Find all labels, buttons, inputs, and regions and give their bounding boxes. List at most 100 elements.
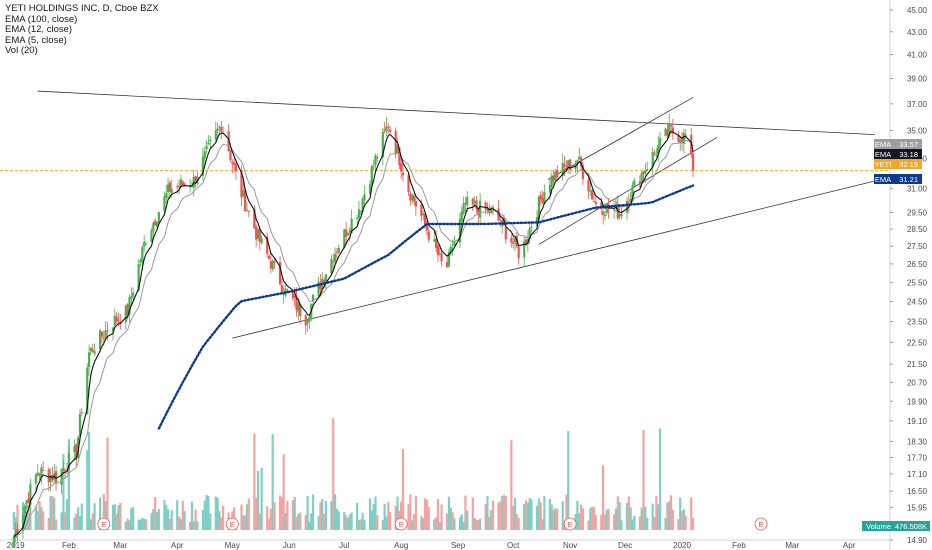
price-tag-label: EMA (875, 175, 891, 184)
candle-body (102, 337, 105, 339)
volume-bar (267, 518, 271, 530)
candle-body (409, 193, 412, 201)
volume-bar (579, 504, 583, 530)
earnings-marker: E (394, 517, 408, 531)
volume-bar (34, 506, 37, 530)
candle-body (460, 211, 463, 222)
volume-bar (176, 500, 179, 530)
x-tick-label: Feb (732, 541, 746, 550)
candle-body (319, 283, 322, 290)
volume-bar (539, 502, 542, 530)
y-tick-label: 37.00 (907, 100, 928, 109)
candle-body (29, 484, 32, 505)
price-tag: YETI 32.19 (874, 159, 922, 169)
volume-bar (67, 439, 71, 530)
y-tick-label: 22.50 (907, 338, 928, 347)
volume-bar (592, 506, 596, 530)
volume-bar (247, 498, 250, 530)
candle-body (25, 500, 28, 505)
candle-body (471, 198, 474, 205)
volume-bar (343, 511, 346, 530)
ema12-line (13, 130, 694, 538)
volume-bar (425, 499, 428, 530)
volume-bar (383, 504, 386, 530)
candle-body (658, 137, 662, 146)
volume-bar (350, 512, 353, 530)
volume-bar (666, 502, 669, 530)
candle-body (394, 130, 397, 154)
candle-body (73, 446, 76, 453)
volume-bar (679, 497, 682, 530)
volume-bar (337, 511, 340, 530)
price-tag-label-bg (874, 149, 892, 159)
volume-bar (451, 512, 454, 530)
candle-body (427, 231, 430, 240)
candle-body (462, 203, 465, 214)
volume-bar (401, 448, 405, 530)
volume-bar (273, 502, 276, 530)
candle-body (75, 444, 78, 459)
volume-bar (372, 504, 375, 530)
volume-bar (130, 508, 133, 530)
candle-body (141, 247, 144, 263)
candle-body (38, 474, 41, 476)
candle-body (130, 296, 133, 299)
volume-bar (433, 519, 436, 530)
volume-bar (284, 512, 287, 530)
volume-bar (638, 516, 641, 530)
x-tick-label: 2019 (7, 541, 25, 550)
volume-bar (370, 510, 373, 530)
price-tag: EMA 33.18 (874, 149, 922, 159)
candle-body (258, 228, 261, 242)
volume-bar (80, 503, 83, 530)
volume-bar (447, 496, 451, 530)
y-tick-label: 31.00 (907, 185, 928, 194)
volume-bar (486, 496, 489, 530)
volume-bar (475, 519, 478, 530)
candle-body (477, 209, 480, 216)
volume-bar (473, 517, 476, 530)
volume-bar (54, 519, 58, 530)
legend-vol: Vol (20) (5, 45, 38, 56)
candle-body (602, 211, 605, 215)
candle-body (589, 190, 592, 192)
volume-bar (222, 505, 225, 530)
volume-bar (537, 498, 540, 530)
volume-bar (196, 521, 199, 530)
candle-body (227, 131, 230, 152)
trend-line (232, 180, 875, 339)
candle-body (539, 195, 542, 200)
candle-body (528, 228, 531, 239)
volume-bar (242, 515, 245, 530)
earnings-marker: E (563, 517, 577, 531)
candle-body (550, 175, 553, 188)
price-tag-label: EMA (875, 140, 891, 149)
candle-body (666, 129, 669, 136)
volume-bar (332, 418, 335, 530)
candle-body (684, 135, 687, 137)
volume-bar (166, 509, 170, 530)
volume-bar (524, 500, 528, 530)
candle-body (400, 163, 403, 172)
volume-bar (115, 513, 118, 530)
candle-body (111, 327, 115, 332)
volume-bar (427, 507, 430, 530)
candle-body (363, 194, 366, 201)
candle-body (613, 209, 616, 211)
candle-body (343, 229, 346, 249)
candle-body (40, 467, 43, 478)
y-tick-label: 14.90 (907, 536, 928, 545)
candle-body (396, 145, 399, 154)
volume-bar (141, 517, 144, 530)
candle-body (93, 351, 96, 354)
volume-bar (400, 501, 403, 530)
y-tick-label: 17.10 (907, 470, 928, 479)
volume-bar (278, 495, 282, 530)
candle-body (203, 151, 206, 159)
volume-bar (502, 494, 506, 530)
volume-bar (614, 508, 618, 530)
volume-bar (512, 505, 515, 530)
candle-body (425, 224, 428, 231)
candle-body (414, 201, 417, 207)
